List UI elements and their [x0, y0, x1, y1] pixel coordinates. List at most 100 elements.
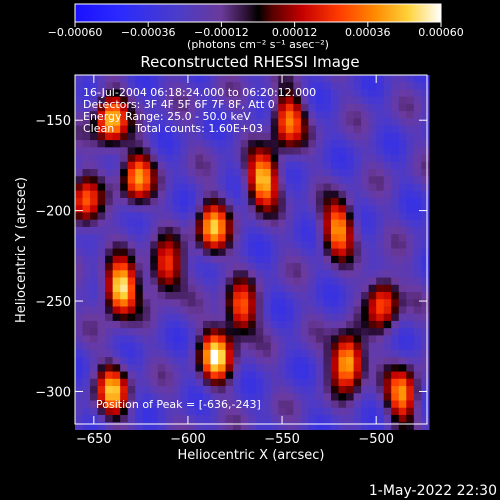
- heatmap-cell: [361, 378, 370, 387]
- heatmap-cell: [255, 75, 264, 83]
- heatmap-cell: [127, 422, 136, 431]
- heatmap-cell: [142, 407, 151, 416]
- heatmap-cell: [421, 284, 430, 293]
- heatmap-cell: [82, 320, 91, 329]
- heatmap-cell: [361, 111, 370, 119]
- heatmap-cell: [361, 103, 370, 112]
- heatmap-cell: [75, 118, 84, 127]
- heatmap-cell: [255, 349, 264, 358]
- heatmap-cell: [195, 125, 204, 134]
- heatmap-cell: [376, 154, 385, 163]
- heatmap-cell: [82, 422, 91, 431]
- heatmap-cell: [353, 342, 362, 351]
- heatmap-cell: [353, 407, 362, 416]
- heatmap-cell: [383, 364, 392, 373]
- heatmap-cell: [293, 414, 302, 423]
- heatmap-cell: [368, 226, 377, 235]
- heatmap-cell: [195, 212, 204, 221]
- heatmap-cell: [195, 335, 204, 344]
- heatmap-cell: [225, 270, 234, 279]
- heatmap-cell: [210, 291, 219, 300]
- heatmap-cell: [75, 291, 84, 300]
- heatmap-cell: [180, 407, 189, 416]
- heatmap-cell: [165, 82, 174, 91]
- heatmap-cell: [338, 357, 347, 365]
- heatmap-cell: [165, 219, 174, 228]
- heatmap-cell: [135, 378, 144, 387]
- heatmap-cell: [285, 176, 294, 185]
- heatmap-cell: [270, 161, 279, 170]
- heatmap-cell: [165, 320, 174, 329]
- heatmap-cell: [240, 197, 249, 206]
- heatmap-cell: [142, 299, 151, 308]
- heatmap-cell: [105, 386, 114, 394]
- heatmap-cell: [308, 161, 317, 170]
- heatmap-cell: [285, 82, 294, 91]
- heatmap-cell: [300, 378, 310, 387]
- heatmap-cell: [376, 277, 385, 286]
- heatmap-cell: [285, 226, 294, 235]
- heatmap-cell: [421, 103, 430, 112]
- heatmap-cell: [323, 147, 332, 156]
- heatmap-cell: [150, 414, 159, 423]
- heatmap-cell: [278, 241, 287, 250]
- heatmap-cell: [210, 248, 219, 257]
- heatmap-cell: [82, 407, 91, 416]
- heatmap-cell: [195, 328, 204, 336]
- heatmap-cell: [120, 320, 129, 329]
- heatmap-cell: [233, 422, 242, 431]
- heatmap-cell: [218, 313, 227, 322]
- heatmap-cell: [398, 75, 407, 83]
- heatmap-cell: [331, 378, 340, 387]
- heatmap-cell: [75, 176, 84, 185]
- heatmap-cell: [165, 407, 174, 416]
- heatmap-cell: [421, 378, 430, 387]
- heatmap-cell: [383, 291, 392, 300]
- heatmap-cell: [90, 169, 99, 177]
- heatmap-cell: [112, 407, 121, 416]
- heatmap-cell: [308, 320, 317, 329]
- heatmap-cell: [391, 169, 400, 177]
- colorbar-tick-label: 0.00012: [272, 26, 318, 39]
- heatmap-cell: [368, 183, 377, 192]
- heatmap-cell: [82, 364, 91, 373]
- heatmap-cell: [97, 320, 106, 329]
- heatmap-cell: [97, 270, 106, 279]
- heatmap-cell: [255, 248, 264, 257]
- heatmap-cell: [406, 299, 415, 308]
- heatmap-cell: [142, 219, 151, 228]
- heatmap-cell: [338, 248, 347, 257]
- heatmap-cell: [120, 132, 129, 141]
- heatmap-cell: [278, 154, 287, 163]
- heatmap-cell: [338, 306, 347, 315]
- heatmap-cell: [308, 386, 317, 394]
- heatmap-cell: [315, 197, 325, 206]
- heatmap-cell: [195, 284, 204, 293]
- heatmap-cell: [308, 111, 317, 119]
- heatmap-cell: [331, 407, 340, 416]
- heatmap-cell: [218, 197, 227, 206]
- heatmap-cell: [308, 407, 317, 416]
- heatmap-cell: [203, 422, 212, 431]
- heatmap-cell: [240, 393, 249, 402]
- heatmap-cell: [127, 140, 136, 148]
- heatmap-cell: [172, 241, 182, 250]
- heatmap-cell: [376, 400, 385, 409]
- heatmap-cell: [406, 328, 415, 336]
- heatmap-cell: [361, 190, 370, 199]
- heatmap-cell: [135, 118, 144, 127]
- heatmap-cell: [233, 96, 242, 105]
- heatmap-cell: [368, 378, 377, 387]
- heatmap-cell: [300, 82, 310, 91]
- heatmap-cell: [346, 371, 355, 380]
- heatmap-cell: [225, 378, 234, 387]
- heatmap-cell: [353, 313, 362, 322]
- heatmap-cell: [157, 349, 166, 358]
- heatmap-cell: [315, 284, 325, 293]
- heatmap-cell: [263, 364, 272, 373]
- heatmap-cell: [187, 140, 197, 148]
- heatmap-cell: [120, 154, 129, 163]
- heatmap-cell: [368, 103, 377, 112]
- heatmap-cell: [165, 291, 174, 300]
- heatmap-cell: [421, 125, 430, 134]
